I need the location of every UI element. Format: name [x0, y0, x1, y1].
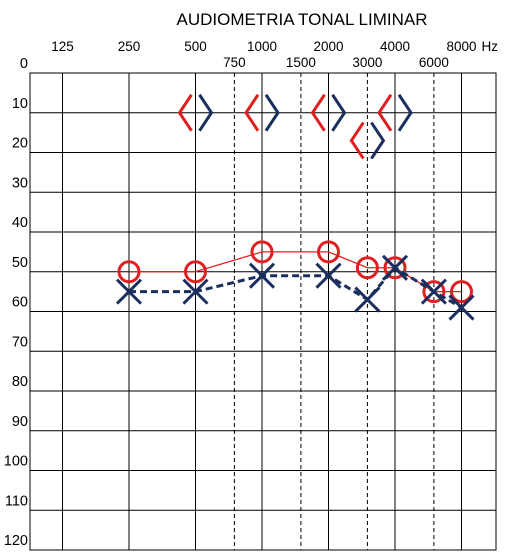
x-tick-label: 8000 [446, 39, 476, 54]
data-point-bracket-left [310, 93, 326, 132]
y-tick-label: 110 [5, 493, 28, 509]
data-point-x [420, 278, 447, 305]
data-point-bracket-right [198, 93, 214, 132]
data-point-x [381, 254, 409, 281]
y-tick-label: 40 [12, 215, 28, 231]
y-tick-labels: 0 10 20 30 40 50 60 70 80 90 100 110 120 [4, 56, 28, 549]
data-point-circle [422, 280, 446, 304]
data-point-x [248, 262, 276, 289]
data-point-bracket-right [397, 93, 413, 132]
series-line [129, 265, 463, 309]
y-tick-label: 10 [12, 96, 28, 112]
chart-title: AUDIOMETRIA TONAL LIMINAR [177, 10, 428, 29]
series-layer [115, 93, 475, 321]
data-point-bracket-left [349, 121, 365, 160]
x-tick-label: 250 [118, 39, 141, 54]
x-tick-label: 4000 [380, 39, 410, 54]
data-point-circle [383, 256, 407, 280]
y-tick-label: 30 [12, 175, 28, 191]
x-axis-unit: Hz [482, 39, 499, 54]
data-point-x [448, 294, 475, 321]
x-tick-label: 1000 [247, 39, 277, 54]
data-point-bracket-left [177, 93, 193, 132]
x-tick-label-mid: 3000 [352, 55, 382, 70]
data-point-bracket-right [331, 93, 347, 132]
data-point-circle [117, 260, 141, 284]
data-point-circle [184, 260, 207, 284]
data-point-circle [250, 240, 274, 264]
data-point-circle [317, 240, 340, 264]
y-tick-label: 100 [4, 454, 28, 470]
y-tick-label: 70 [12, 334, 28, 350]
x-tick-label: 500 [184, 39, 207, 54]
grid [29, 72, 497, 551]
y-tick-label: 90 [12, 414, 28, 430]
data-point-x [115, 278, 143, 305]
data-point-bracket-right [370, 121, 386, 160]
y-tick-label: 80 [12, 374, 28, 390]
y-tick-label: 60 [12, 295, 28, 311]
x-tick-labels: 125 250 500 1000 2000 4000 8000 750 1500 3000 6000 [51, 39, 476, 70]
data-point-bracket-right [264, 93, 280, 132]
data-point-circle [450, 280, 473, 304]
data-point-bracket-left [244, 93, 260, 132]
x-tick-label-mid: 750 [223, 55, 246, 70]
data-point-circle [355, 256, 379, 280]
x-tick-label-mid: 1500 [286, 55, 316, 70]
y-tick-label: 120 [4, 533, 28, 549]
y-tick-label: 0 [20, 56, 28, 72]
data-point-bracket-left [377, 93, 393, 132]
data-point-x [315, 262, 342, 289]
series-line [129, 251, 462, 293]
y-tick-label: 50 [12, 255, 28, 271]
y-tick-label: 20 [12, 136, 28, 152]
data-point-x [182, 278, 209, 305]
data-point-x [354, 286, 381, 313]
x-tick-label: 125 [51, 39, 74, 54]
x-tick-label-mid: 6000 [419, 55, 449, 70]
x-tick-label: 2000 [313, 39, 343, 54]
